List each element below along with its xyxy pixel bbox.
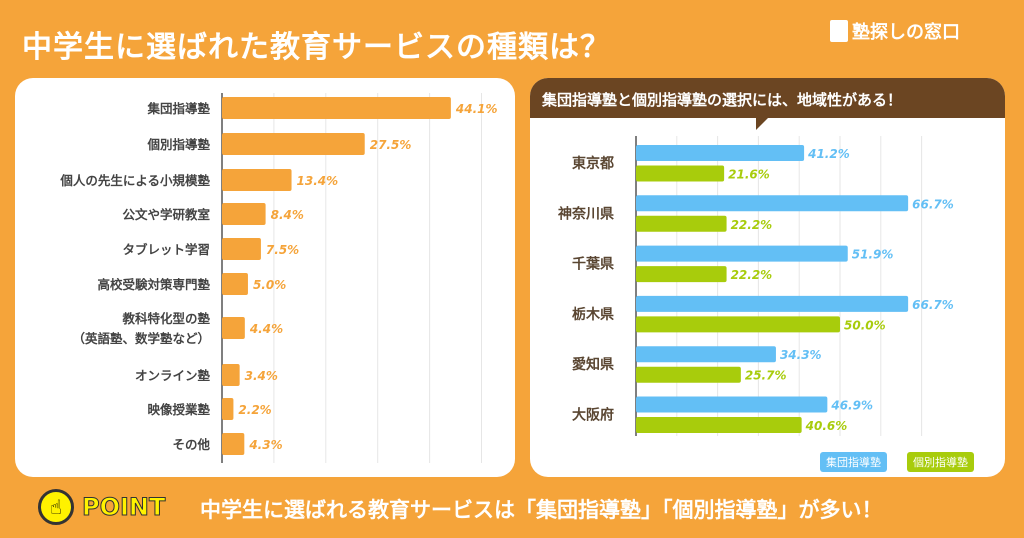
region-chart: 41.2% 21.6% 東京都 66.7% 22.2% 神奈川県 51.9% 22.2% 千葉県…: [558, 136, 954, 436]
bar: [222, 169, 292, 191]
point-text: 中学生に選ばれる教育サービスは「集団指導塾」「個別指導塾」が多い！: [200, 498, 883, 522]
data-label: 4.4%: [249, 322, 283, 336]
callout-tail: [756, 118, 768, 130]
data-label: 21.6%: [728, 168, 770, 182]
category-label: タブレット学習: [122, 242, 210, 257]
bar: [636, 396, 828, 413]
pointing-hand-icon: ☝: [38, 489, 74, 525]
category-label: オンライン塾: [135, 368, 211, 383]
category-label: 個人の先生による小規模塾: [59, 173, 210, 188]
category-label: 映像授業塾: [147, 402, 210, 417]
legend-group: 集団指導塾: [820, 452, 887, 472]
data-label: 41.2%: [807, 147, 850, 161]
data-label: 7.5%: [266, 243, 299, 257]
legend-individual: 個別指導塾: [907, 452, 974, 472]
data-label: 44.1%: [455, 102, 498, 116]
logo: 塾探しの窓口: [830, 18, 960, 44]
category-label: （英語塾、数学塾など）: [72, 331, 210, 346]
category-label: 高校受験対策専門塾: [97, 277, 210, 292]
data-label: 13.4%: [297, 174, 339, 188]
bar: [636, 195, 909, 212]
category-label: 集団指導塾: [146, 101, 210, 116]
data-label: 40.6%: [805, 419, 848, 433]
data-label: 8.4%: [271, 208, 304, 222]
bar: [636, 266, 727, 283]
data-label: 5.0%: [253, 278, 286, 292]
services-chart-panel: 44.1% 集団指導塾 27.5% 個別指導塾 13.4% 個人の先生による小規模塾 8.4…: [15, 78, 515, 477]
bar: [636, 295, 909, 312]
bar: [636, 215, 727, 232]
category-label: その他: [172, 437, 210, 452]
bar: [636, 145, 805, 161]
bar: [222, 203, 266, 225]
category-label: 千葉県: [572, 256, 614, 273]
bar: [222, 273, 248, 295]
page-title: 中学生に選ばれた教育サービスの種類は？: [22, 30, 611, 65]
point-label: POINT: [81, 493, 166, 522]
data-label: 66.7%: [912, 197, 954, 211]
bar: [636, 245, 848, 262]
category-label: 愛知県: [572, 356, 614, 373]
category-label: 東京都: [572, 155, 614, 172]
data-label: 27.5%: [370, 138, 412, 152]
data-label: 22.2%: [731, 218, 773, 232]
bar: [636, 417, 802, 433]
category-label: 公文や学研教室: [122, 207, 210, 222]
data-label: 50.0%: [844, 318, 886, 332]
data-label: 46.9%: [830, 399, 873, 413]
data-label: 4.3%: [248, 438, 282, 452]
category-label: 教科特化型の塾: [121, 311, 210, 326]
bar: [636, 346, 776, 363]
data-label: 51.9%: [852, 248, 894, 262]
region-chart-title: 集団指導塾と個別指導塾の選択には、地域性がある！: [530, 78, 1005, 118]
region-chart-panel: 集団指導塾と個別指導塾の選択には、地域性がある！ 41.2% 21.6% 東京都 66…: [530, 78, 1005, 477]
bar: [636, 366, 741, 383]
services-chart: 44.1% 集団指導塾 27.5% 個別指導塾 13.4% 個人の先生による小規模塾 8.4…: [59, 93, 498, 463]
data-label: 2.2%: [238, 403, 271, 417]
category-label: 神奈川県: [558, 205, 614, 222]
data-label: 22.2%: [731, 268, 773, 282]
house-icon: [830, 20, 848, 42]
bar: [222, 317, 245, 339]
bar: [222, 97, 451, 119]
bar: [222, 238, 261, 260]
category-label: 個別指導塾: [146, 137, 210, 152]
category-label: 大阪府: [572, 407, 614, 424]
category-label: 栃木県: [572, 306, 614, 323]
data-label: 3.4%: [245, 369, 278, 383]
logo-text: 塾探しの窓口: [852, 22, 960, 43]
bar: [636, 316, 840, 333]
bar: [222, 398, 234, 420]
bar: [636, 165, 725, 182]
data-label: 66.7%: [912, 298, 954, 312]
data-label: 25.7%: [745, 369, 787, 383]
bar: [222, 433, 245, 455]
point-badge: ☝ POINT: [38, 489, 166, 525]
data-label: 34.3%: [780, 348, 822, 362]
bar: [222, 133, 365, 155]
bar: [222, 364, 240, 386]
